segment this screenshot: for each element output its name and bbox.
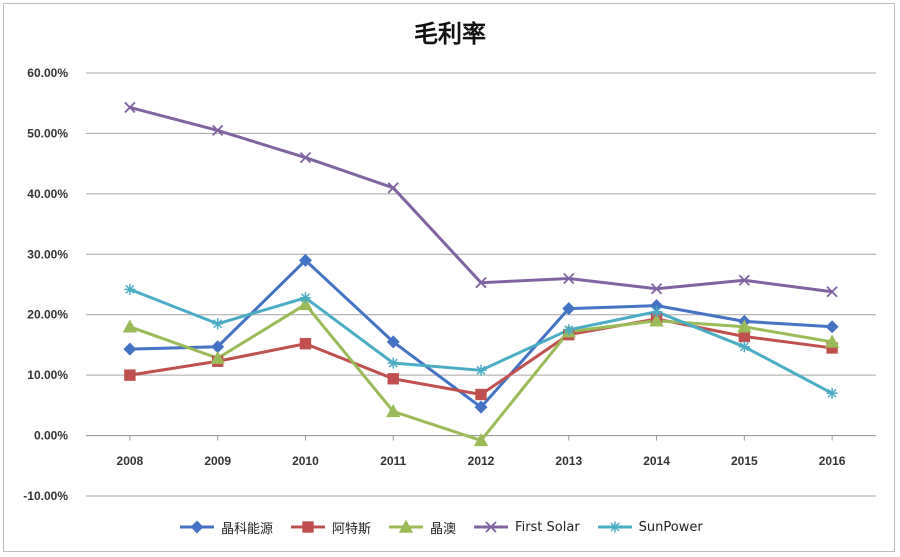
diamond-marker <box>562 302 576 316</box>
triangle-marker <box>386 403 401 418</box>
x-marker <box>485 521 497 533</box>
triangle-marker <box>122 319 138 333</box>
legend-swatch <box>474 521 509 533</box>
diamond-marker <box>825 320 839 334</box>
x-tick-label: 2010 <box>292 454 319 468</box>
legend-item: SunPower <box>597 519 703 535</box>
series-line <box>128 105 834 294</box>
triangle-marker <box>298 296 313 311</box>
triangle-marker <box>737 319 752 333</box>
x-tick-label: 2009 <box>204 454 231 468</box>
diamond-marker <box>123 342 137 356</box>
y-tick-label: 30.00% <box>27 247 68 261</box>
star-marker <box>299 292 311 304</box>
legend-item: 晶澳 <box>389 518 456 537</box>
square-marker <box>475 388 487 401</box>
triangle-marker <box>649 313 664 327</box>
star-marker <box>124 283 136 295</box>
diamond-marker <box>474 400 488 414</box>
y-axis-labels: 60.00% 50.00% 40.00% 30.00% 20.00% 10.00% 0.00… <box>23 66 68 503</box>
x-marker <box>475 277 487 289</box>
triangle-marker <box>824 334 840 348</box>
x-tick-label: 2016 <box>819 454 846 468</box>
legend-swatch <box>389 520 424 533</box>
x-marker <box>212 124 224 137</box>
legend-label: 阿特斯 <box>332 521 372 537</box>
x-tick-label: 2015 <box>731 454 758 468</box>
star-marker <box>387 357 399 369</box>
x-marker <box>124 101 136 114</box>
legend-label: 晶科能源 <box>221 521 274 537</box>
star-marker <box>738 341 750 353</box>
legend-swatch <box>597 521 632 533</box>
star-marker <box>651 306 663 318</box>
legend-swatch <box>180 520 214 534</box>
y-tick-label: 20.00% <box>27 308 68 322</box>
star-marker <box>563 324 575 336</box>
grid-lines <box>86 72 876 497</box>
x-marker <box>738 274 750 286</box>
x-tick-label: 2014 <box>643 454 670 468</box>
x-tick-label: 2008 <box>117 454 144 468</box>
square-marker <box>738 330 751 343</box>
x-marker <box>299 151 312 164</box>
x-tick-label: 2013 <box>555 454 582 468</box>
x-tick-label: 2011 <box>380 454 406 468</box>
y-tick-label: -10.00% <box>23 489 68 503</box>
square-marker <box>299 338 312 350</box>
triangle-marker <box>210 350 225 364</box>
x-marker <box>826 286 838 298</box>
y-tick-label: 0.00% <box>34 429 68 443</box>
chart-title: 毛利率 <box>414 20 486 48</box>
triangle-marker <box>398 520 414 533</box>
diamond-marker <box>298 253 312 267</box>
square-marker <box>302 521 314 533</box>
legend-item: First Solar <box>474 520 580 535</box>
triangle-marker <box>473 432 489 447</box>
series-markers <box>122 101 840 447</box>
star-marker <box>826 387 838 399</box>
y-tick-label: 50.00% <box>27 126 68 140</box>
square-marker <box>387 373 399 385</box>
series-line <box>128 287 834 395</box>
legend: 晶科能源 阿特斯 晶澳 First Solar SunPower <box>180 515 703 539</box>
diamond-marker <box>386 335 400 349</box>
y-tick-label: 40.00% <box>27 187 68 201</box>
star-marker <box>609 521 621 533</box>
legend-item: 晶科能源 <box>180 518 273 537</box>
y-tick-label: 60.00% <box>27 66 68 80</box>
square-marker <box>124 369 136 381</box>
x-axis-labels: 2008 2009 2010 2011 2012 2013 2014 2015 2016 <box>117 454 846 468</box>
x-marker <box>563 272 575 285</box>
x-tick-label: 2012 <box>468 454 495 468</box>
star-marker <box>212 318 224 330</box>
star-marker <box>475 364 487 376</box>
diamond-marker <box>190 520 204 534</box>
legend-label: SunPower <box>638 519 703 535</box>
y-tick-label: 10.00% <box>27 368 68 382</box>
legend-swatch <box>291 521 326 533</box>
legend-item: 阿特斯 <box>291 518 371 537</box>
x-marker <box>650 283 663 295</box>
x-marker <box>387 182 399 194</box>
legend-label: First Solar <box>515 519 580 535</box>
legend-label: 晶澳 <box>430 521 457 537</box>
